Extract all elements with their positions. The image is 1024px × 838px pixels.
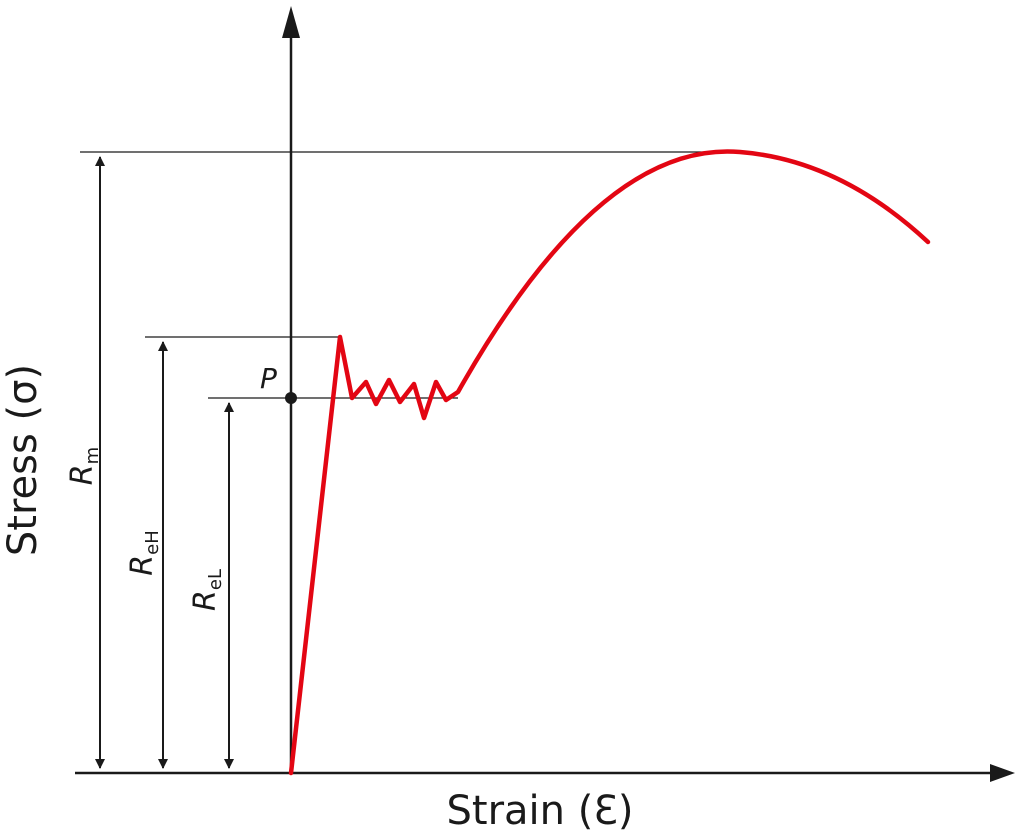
- point-p-marker: [285, 392, 297, 404]
- stress-strain-curve: [288, 149, 931, 776]
- rm-label-main: R: [65, 464, 100, 485]
- rm-label: Rm: [65, 447, 103, 485]
- rm-label-sub: m: [82, 447, 103, 465]
- reh-label-sub: eH: [142, 530, 163, 555]
- rel-label-sub: eL: [205, 569, 226, 590]
- reh-label: ReH: [125, 530, 163, 575]
- rel-label: ReL: [188, 569, 226, 611]
- rel-label-main: R: [188, 590, 223, 611]
- x-axis-arrow: [990, 764, 1015, 782]
- point-p-label: P: [260, 362, 277, 395]
- y-axis-title: Stress (σ): [0, 364, 46, 556]
- reh-label-main: R: [125, 555, 160, 576]
- y-axis-arrow: [282, 6, 300, 38]
- x-axis-title: Strain (Ɛ): [447, 788, 634, 834]
